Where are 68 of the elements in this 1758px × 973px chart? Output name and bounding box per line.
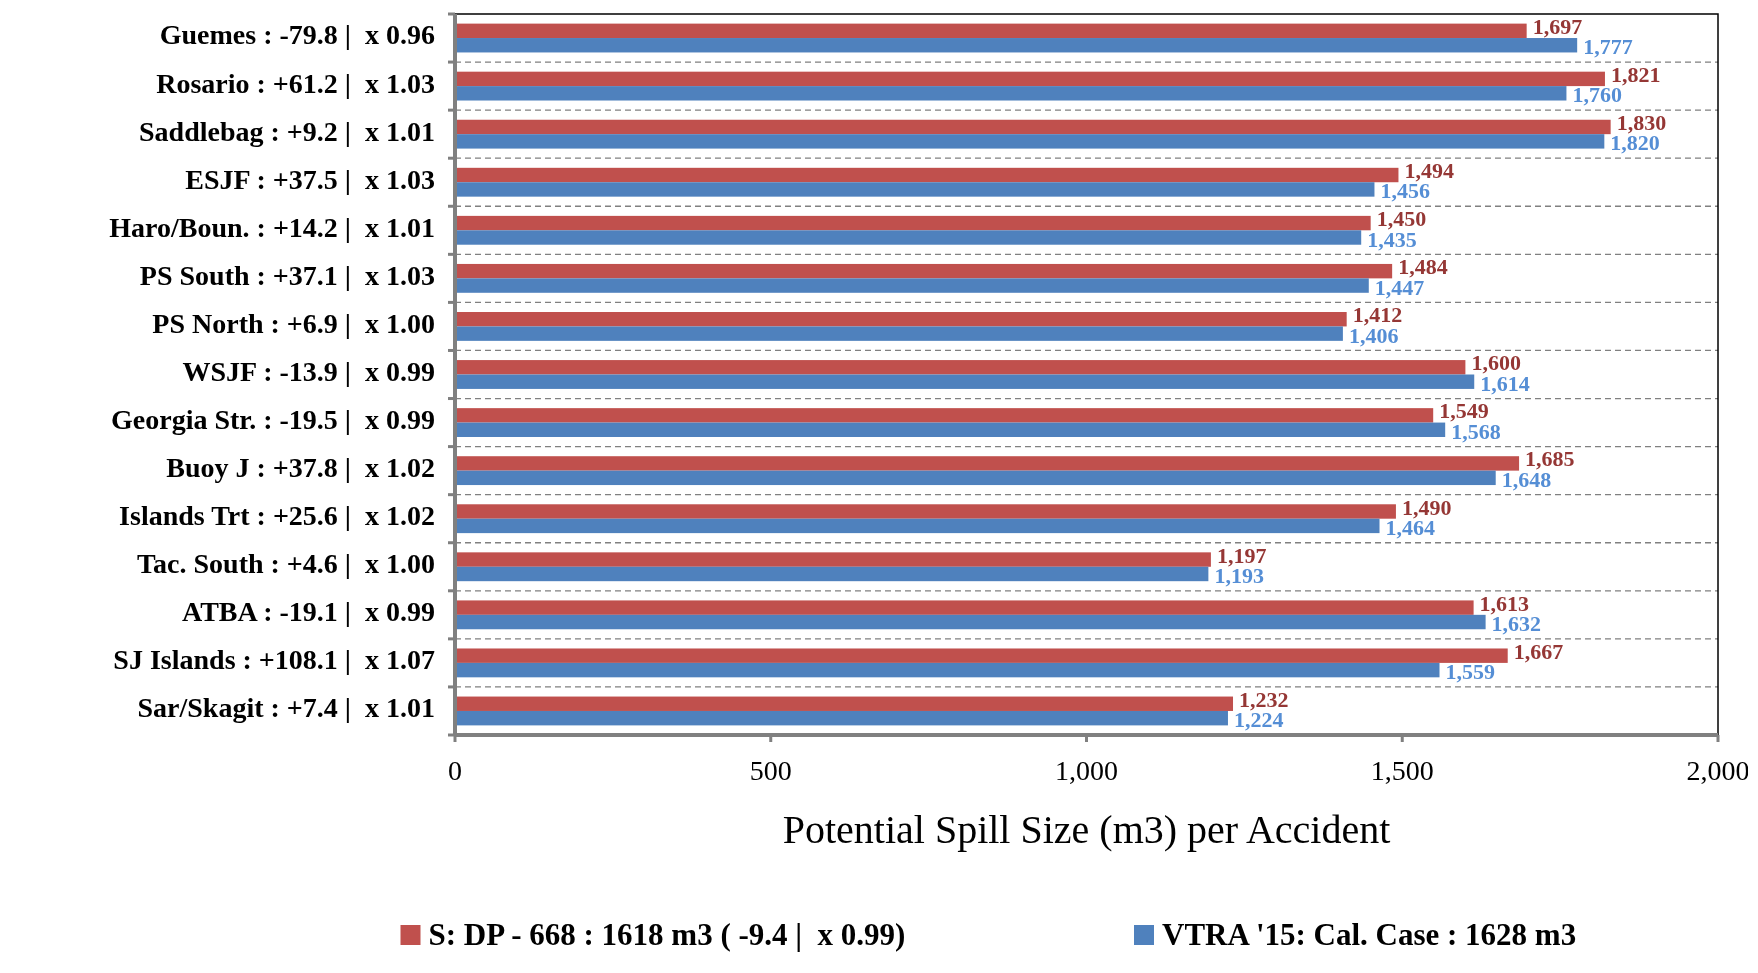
x-tick-label: 500: [749, 755, 792, 786]
data-label: 1,232: [1239, 686, 1289, 712]
data-label: 1,450: [1376, 206, 1427, 232]
bar: [455, 167, 1399, 183]
bar: [455, 119, 1611, 135]
y-tick-label: Rosario : +61.2 | x 1.03: [156, 67, 435, 99]
y-tick-label: Saddlebag : +9.2 | x 1.01: [139, 115, 435, 147]
y-tick-label: Guemes : -79.8 | x 0.96: [159, 19, 435, 51]
data-label: 1,484: [1398, 254, 1448, 280]
x-tick-label: 1,000: [1055, 755, 1118, 786]
y-tick-label: Buoy J : +37.8 | x 1.02: [166, 452, 435, 484]
y-tick-label: Tac. South : +4.6 | x 1.00: [136, 548, 435, 580]
data-label: 1,559: [1445, 659, 1496, 685]
bar: [455, 326, 1343, 341]
x-tick-label: 0: [448, 755, 462, 786]
bar: [455, 408, 1434, 423]
bar: [455, 566, 1209, 582]
bar: [455, 215, 1371, 231]
y-tick-label: Georgia Str. : -19.5 | x 0.99: [111, 403, 435, 435]
data-label: 1,777: [1583, 34, 1633, 60]
data-label: 1,667: [1513, 638, 1564, 664]
data-label: 1,697: [1532, 13, 1583, 39]
data-label: 1,613: [1479, 590, 1530, 616]
bar: [455, 614, 1486, 630]
bar: [455, 552, 1211, 567]
bar: [455, 662, 1440, 678]
data-label: 1,549: [1439, 398, 1489, 424]
bar: [455, 182, 1375, 197]
bar: [455, 504, 1396, 519]
y-tick-label: Haro/Boun. : +14.2 | x 1.01: [109, 211, 435, 243]
legend-label: S: DP - 668 : 1618 m3 ( -9.4 | x 0.99): [428, 917, 906, 952]
data-label: 1,830: [1616, 110, 1667, 135]
bar: [455, 360, 1466, 375]
legend-label: VTRA '15: Cal. Case : 1628 m3: [1162, 917, 1577, 952]
y-tick-label: ESJF : +37.5 | x 1.03: [185, 163, 435, 195]
data-label: 1,600: [1471, 350, 1521, 376]
x-tick-label: 2,000: [1686, 755, 1750, 786]
bar: [455, 470, 1496, 486]
x-axis-title: Potential Spill Size (m3) per Accident: [782, 807, 1391, 852]
y-tick-label: ATBA : -19.1 | x 0.99: [182, 596, 435, 628]
bar: [455, 696, 1234, 711]
bar: [455, 278, 1369, 293]
bar: [455, 456, 1520, 471]
bar: [455, 134, 1605, 149]
bar: [455, 600, 1474, 615]
bar: [455, 86, 1567, 101]
y-tick-label: PS North : +6.9 | x 1.00: [152, 307, 435, 339]
bar: [455, 263, 1393, 279]
bar: [455, 710, 1228, 726]
data-label: 1,197: [1216, 542, 1267, 568]
data-label: 1,685: [1525, 446, 1575, 472]
bar: [455, 230, 1362, 245]
y-tick-label: SJ Islands : +108.1 | x 1.07: [113, 644, 435, 676]
y-tick-label: Islands Trt : +25.6 | x 1.02: [119, 500, 435, 532]
bar: [455, 422, 1446, 437]
bar: [455, 648, 1508, 663]
bar: [455, 71, 1605, 87]
x-tick-label: 1,500: [1370, 755, 1434, 786]
bar: [455, 312, 1347, 327]
data-label: 1,412: [1352, 302, 1403, 328]
data-label: 1,494: [1404, 158, 1454, 184]
y-tick-label: WSJF : -13.9 | x 0.99: [182, 355, 435, 387]
bar: [455, 23, 1527, 39]
y-tick-label: PS South : +37.1 | x 1.03: [139, 259, 435, 291]
bar: [455, 374, 1475, 389]
bar: [455, 518, 1380, 534]
y-tick-label: Sar/Skagit : +7.4 | x 1.01: [137, 692, 435, 724]
bar: [455, 38, 1578, 53]
